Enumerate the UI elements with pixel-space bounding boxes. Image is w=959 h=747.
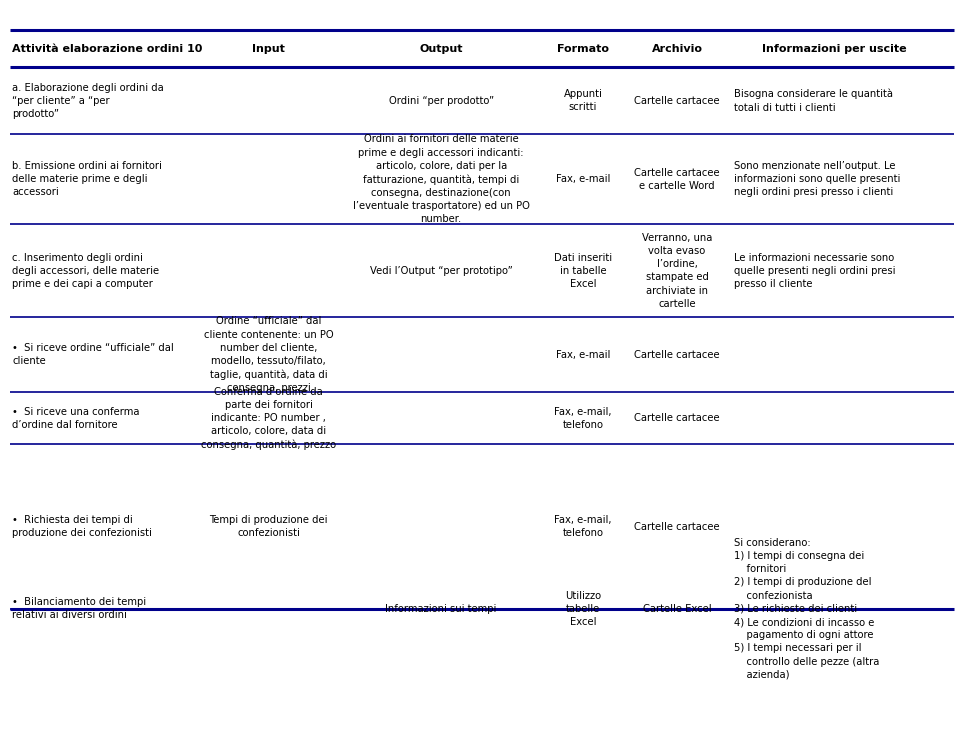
Text: Le informazioni necessarie sono
quelle presenti negli ordini presi
presso il cli: Le informazioni necessarie sono quelle p… xyxy=(734,252,895,289)
Text: Bisogna considerare le quantità
totali di tutti i clienti: Bisogna considerare le quantità totali d… xyxy=(734,89,893,113)
Text: •  Si riceve ordine “ufficiale” dal
clientе: • Si riceve ordine “ufficiale” dal clien… xyxy=(12,343,175,367)
Text: Formato: Formato xyxy=(557,43,609,54)
Text: Cartelle cartacee: Cartelle cartacee xyxy=(634,413,720,424)
Text: Ordini “per prodotto”: Ordini “per prodotto” xyxy=(388,96,494,106)
Text: •  Richiesta dei tempi di
produzione dei confezionisti: • Richiesta dei tempi di produzione dei … xyxy=(12,515,152,539)
Text: •  Bilanciamento dei tempi
relativi ai diversi ordini: • Bilanciamento dei tempi relativi ai di… xyxy=(12,597,147,621)
Text: Fax, e-mail,
telefono: Fax, e-mail, telefono xyxy=(554,515,612,539)
Text: Archivio: Archivio xyxy=(651,43,703,54)
Text: Cartelle cartacee
e cartelle Word: Cartelle cartacee e cartelle Word xyxy=(634,167,720,191)
Text: Dati inseriti
in tabelle
Excel: Dati inseriti in tabelle Excel xyxy=(554,252,612,289)
Text: •  Si riceve una conferma
d’ordine dal fornitore: • Si riceve una conferma d’ordine dal fo… xyxy=(12,406,140,430)
Text: Output: Output xyxy=(419,43,463,54)
Text: Attività elaborazione ordini 10: Attività elaborazione ordini 10 xyxy=(12,43,202,54)
Text: Ordine “ufficiale” dal
clientе contenente: un PO
number del cliente,
modello, te: Ordine “ufficiale” dal clientе contenent… xyxy=(203,317,334,393)
Text: Utilizzo
tabelle
Excel: Utilizzo tabelle Excel xyxy=(565,591,601,627)
Text: Conferma d’ordine da
parte dei fornitori
indicante: PO number ,
articolo, colore: Conferma d’ordine da parte dei fornitori… xyxy=(201,386,336,450)
Text: Cartelle cartacee: Cartelle cartacee xyxy=(634,521,720,532)
Text: Informazioni per uscite: Informazioni per uscite xyxy=(762,43,906,54)
Text: Verranno, una
volta evaso
l’ordine,
stampate ed
archiviate in
cartelle: Verranno, una volta evaso l’ordine, stam… xyxy=(642,233,713,309)
Text: b. Emissione ordini ai fornitori
delle materie prime e degli
accessori: b. Emissione ordini ai fornitori delle m… xyxy=(12,161,162,197)
Text: Cartelle Excel: Cartelle Excel xyxy=(643,604,712,614)
Text: Fax, e-mail: Fax, e-mail xyxy=(556,174,610,185)
Text: Cartelle cartacee: Cartelle cartacee xyxy=(634,96,720,106)
Text: Ordini ai fornitori delle materie
prime e degli accessori indicanti:
articolo, c: Ordini ai fornitori delle materie prime … xyxy=(353,134,529,224)
Text: Input: Input xyxy=(252,43,285,54)
Text: Tempi di produzione dei
confezionisti: Tempi di produzione dei confezionisti xyxy=(209,515,328,539)
Text: c. Inserimento degli ordini
degli accessori, delle materie
prime e dei capi a co: c. Inserimento degli ordini degli access… xyxy=(12,252,159,289)
Text: a. Elaborazione degli ordini da
“per cliente” a “per
prodotto”: a. Elaborazione degli ordini da “per cli… xyxy=(12,83,164,119)
Text: Fax, e-mail,
telefono: Fax, e-mail, telefono xyxy=(554,406,612,430)
Text: Sono menzionate nell’output. Le
informazioni sono quelle presenti
negli ordini p: Sono menzionate nell’output. Le informaz… xyxy=(734,161,900,197)
Text: Si considerano:
1) I tempi di consegna dei
    fornitori
2) I tempi di produzion: Si considerano: 1) I tempi di consegna d… xyxy=(734,538,879,680)
Text: Fax, e-mail: Fax, e-mail xyxy=(556,350,610,360)
Text: Vedi l’Output “per prototipo”: Vedi l’Output “per prototipo” xyxy=(370,266,512,276)
Text: Appunti
scritti: Appunti scritti xyxy=(564,89,602,113)
Text: Cartelle cartacee: Cartelle cartacee xyxy=(634,350,720,360)
Text: Informazioni sui tempi: Informazioni sui tempi xyxy=(386,604,497,614)
